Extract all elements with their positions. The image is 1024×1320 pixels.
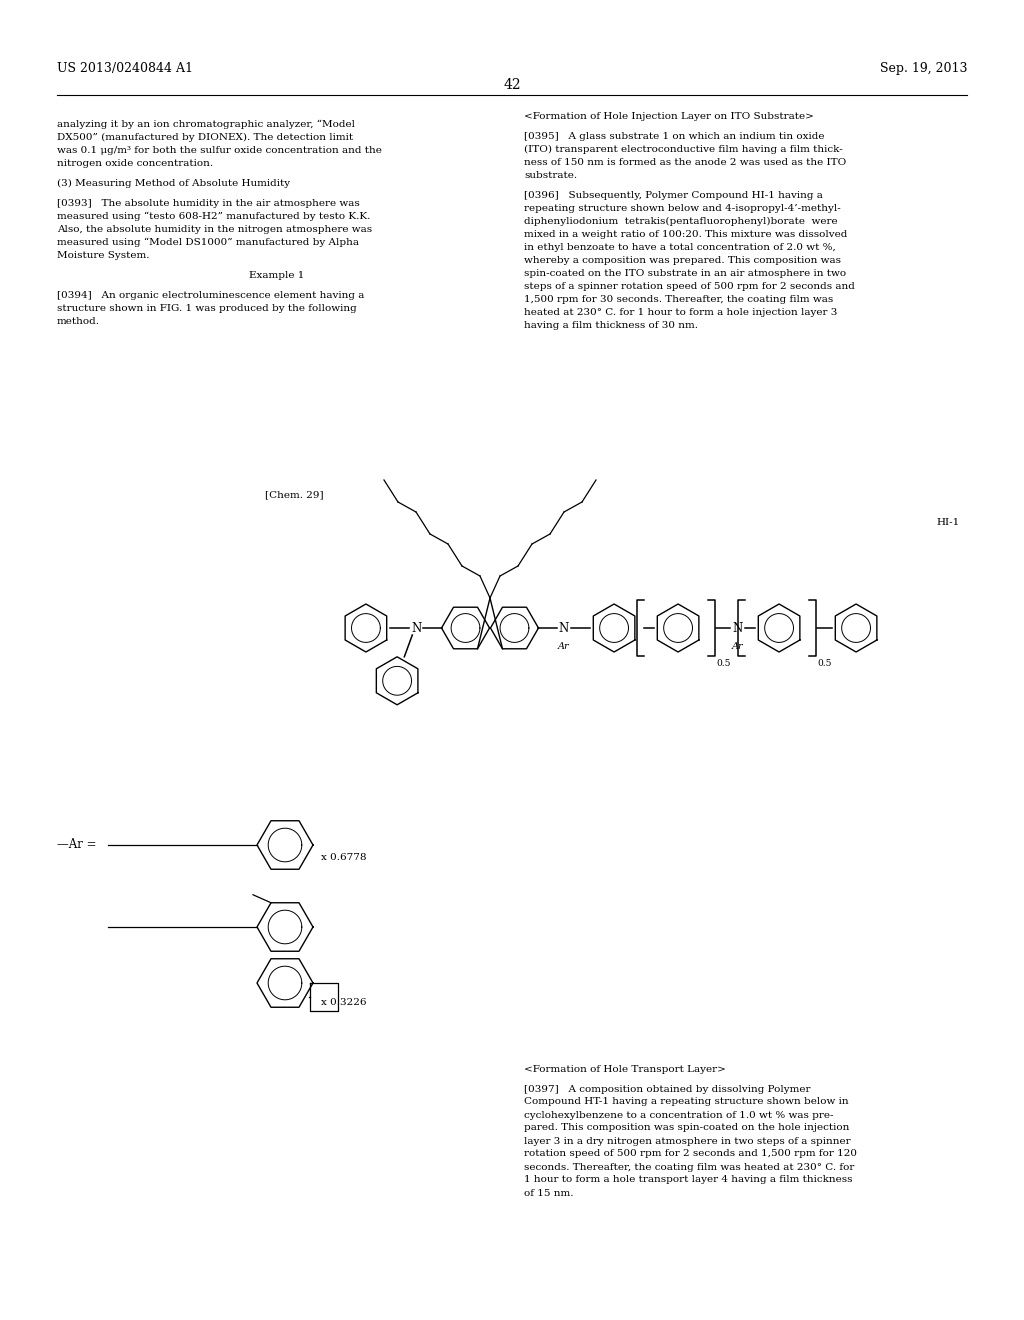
Text: Also, the absolute humidity in the nitrogen atmosphere was: Also, the absolute humidity in the nitro… — [57, 224, 372, 234]
Text: analyzing it by an ion chromatographic analyzer, “Model: analyzing it by an ion chromatographic a… — [57, 120, 355, 129]
Text: structure shown in FIG. 1 was produced by the following: structure shown in FIG. 1 was produced b… — [57, 304, 356, 313]
Text: —Ar =: —Ar = — [57, 838, 96, 851]
Text: in ethyl benzoate to have a total concentration of 2.0 wt %,: in ethyl benzoate to have a total concen… — [524, 243, 836, 252]
Text: Ar: Ar — [558, 642, 569, 651]
Text: [0395]   A glass substrate 1 on which an indium tin oxide: [0395] A glass substrate 1 on which an i… — [524, 132, 824, 141]
Text: Example 1: Example 1 — [249, 271, 305, 280]
Text: layer 3 in a dry nitrogen atmosphere in two steps of a spinner: layer 3 in a dry nitrogen atmosphere in … — [524, 1137, 851, 1146]
Text: Sep. 19, 2013: Sep. 19, 2013 — [880, 62, 967, 75]
Text: measured using “Model DS1000” manufactured by Alpha: measured using “Model DS1000” manufactur… — [57, 238, 359, 247]
Text: N: N — [732, 622, 742, 635]
Text: x 0.6778: x 0.6778 — [321, 853, 367, 862]
Text: <Formation of Hole Injection Layer on ITO Substrate>: <Formation of Hole Injection Layer on IT… — [524, 112, 814, 121]
Text: x 0.3226: x 0.3226 — [321, 998, 367, 1007]
Text: cyclohexylbenzene to a concentration of 1.0 wt % was pre-: cyclohexylbenzene to a concentration of … — [524, 1110, 834, 1119]
Text: N: N — [412, 622, 422, 635]
Text: [0394]   An organic electroluminescence element having a: [0394] An organic electroluminescence el… — [57, 290, 365, 300]
Text: diphenyliodonium  tetrakis(pentafluorophenyl)borate  were: diphenyliodonium tetrakis(pentafluorophe… — [524, 216, 838, 226]
Text: method.: method. — [57, 317, 100, 326]
Text: 1 hour to form a hole transport layer 4 having a film thickness: 1 hour to form a hole transport layer 4 … — [524, 1176, 853, 1184]
Text: rotation speed of 500 rpm for 2 seconds and 1,500 rpm for 120: rotation speed of 500 rpm for 2 seconds … — [524, 1150, 857, 1159]
Text: pared. This composition was spin-coated on the hole injection: pared. This composition was spin-coated … — [524, 1123, 849, 1133]
Text: of 15 nm.: of 15 nm. — [524, 1188, 573, 1197]
Text: 42: 42 — [503, 78, 521, 92]
Text: <Formation of Hole Transport Layer>: <Formation of Hole Transport Layer> — [524, 1065, 726, 1074]
Text: repeating structure shown below and 4-isopropyl-4’-methyl-: repeating structure shown below and 4-is… — [524, 205, 841, 213]
Text: Compound HT-1 having a repeating structure shown below in: Compound HT-1 having a repeating structu… — [524, 1097, 849, 1106]
Text: (3) Measuring Method of Absolute Humidity: (3) Measuring Method of Absolute Humidit… — [57, 180, 290, 189]
Text: whereby a composition was prepared. This composition was: whereby a composition was prepared. This… — [524, 256, 841, 265]
Text: DX500” (manufactured by DIONEX). The detection limit: DX500” (manufactured by DIONEX). The det… — [57, 133, 353, 143]
Text: Ar: Ar — [731, 642, 742, 651]
Text: (ITO) transparent electroconductive film having a film thick-: (ITO) transparent electroconductive film… — [524, 145, 843, 154]
Text: N: N — [558, 622, 568, 635]
Text: was 0.1 μg/m³ for both the sulfur oxide concentration and the: was 0.1 μg/m³ for both the sulfur oxide … — [57, 147, 382, 154]
Text: HI-1: HI-1 — [937, 517, 961, 527]
Text: 0.5: 0.5 — [716, 659, 730, 668]
Text: spin-coated on the ITO substrate in an air atmosphere in two: spin-coated on the ITO substrate in an a… — [524, 269, 846, 279]
Text: [0396]   Subsequently, Polymer Compound HI-1 having a: [0396] Subsequently, Polymer Compound HI… — [524, 191, 823, 201]
Text: US 2013/0240844 A1: US 2013/0240844 A1 — [57, 62, 193, 75]
Text: seconds. Thereafter, the coating film was heated at 230° C. for: seconds. Thereafter, the coating film wa… — [524, 1163, 854, 1172]
Text: [Chem. 29]: [Chem. 29] — [265, 490, 324, 499]
Text: mixed in a weight ratio of 100:20. This mixture was dissolved: mixed in a weight ratio of 100:20. This … — [524, 230, 848, 239]
Text: [0393]   The absolute humidity in the air atmosphere was: [0393] The absolute humidity in the air … — [57, 199, 359, 209]
Text: substrate.: substrate. — [524, 172, 578, 180]
Text: 1,500 rpm for 30 seconds. Thereafter, the coating film was: 1,500 rpm for 30 seconds. Thereafter, th… — [524, 294, 834, 304]
Text: 0.5: 0.5 — [817, 659, 831, 668]
Text: nitrogen oxide concentration.: nitrogen oxide concentration. — [57, 158, 213, 168]
Text: steps of a spinner rotation speed of 500 rpm for 2 seconds and: steps of a spinner rotation speed of 500… — [524, 282, 855, 290]
Text: having a film thickness of 30 nm.: having a film thickness of 30 nm. — [524, 321, 698, 330]
Text: heated at 230° C. for 1 hour to form a hole injection layer 3: heated at 230° C. for 1 hour to form a h… — [524, 308, 838, 317]
Text: [0397]   A composition obtained by dissolving Polymer: [0397] A composition obtained by dissolv… — [524, 1085, 811, 1093]
Text: ness of 150 nm is formed as the anode 2 was used as the ITO: ness of 150 nm is formed as the anode 2 … — [524, 158, 846, 168]
Text: measured using “testo 608-H2” manufactured by testo K.K.: measured using “testo 608-H2” manufactur… — [57, 213, 371, 222]
Text: Moisture System.: Moisture System. — [57, 251, 150, 260]
